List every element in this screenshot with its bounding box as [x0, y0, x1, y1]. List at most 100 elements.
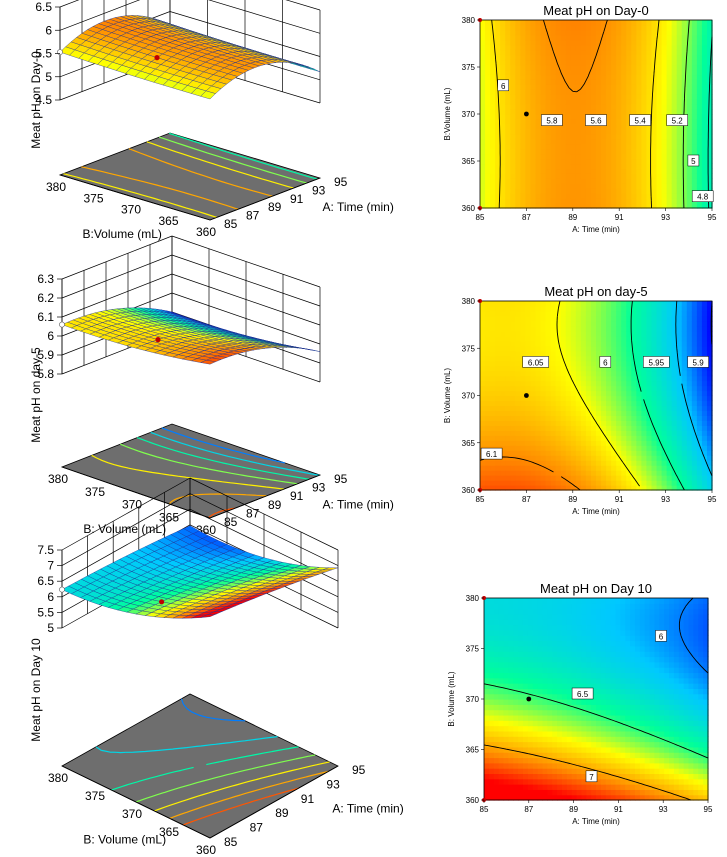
contour-cell	[570, 203, 577, 209]
contour-cell	[515, 445, 521, 451]
contour-cell	[686, 193, 693, 199]
contour-cell	[706, 143, 713, 150]
contour-cell	[540, 320, 547, 327]
contour-cell	[565, 64, 572, 71]
contour-cell	[575, 29, 582, 36]
contour-cell	[701, 301, 708, 307]
contour-cell	[540, 380, 547, 387]
contour-cell	[520, 138, 526, 145]
contour-cell	[651, 163, 658, 170]
contour-cell	[555, 173, 562, 179]
contour-cell	[490, 89, 496, 95]
contour-cell	[560, 133, 567, 140]
contour-cell	[611, 320, 617, 327]
contour-cell	[570, 188, 577, 194]
contour-cell	[636, 69, 642, 76]
contour-cell	[626, 475, 632, 481]
contour-cell	[545, 69, 552, 76]
contour-cell	[641, 84, 648, 90]
contour-cell	[691, 123, 698, 130]
contour-cell	[661, 69, 668, 76]
contour-cell	[500, 390, 506, 397]
contour-cell	[485, 79, 491, 85]
contour-cell	[686, 470, 693, 476]
contour-cell	[691, 20, 698, 26]
contour-cell	[596, 168, 602, 174]
contour-cell	[565, 405, 572, 412]
contour-cell	[596, 360, 602, 367]
contour-cell	[686, 104, 693, 110]
contour-cell	[681, 163, 688, 170]
x-tick-label: 91	[301, 792, 315, 806]
contour-cell	[666, 475, 673, 481]
contour-cell	[631, 89, 637, 95]
contour-cell	[706, 330, 713, 337]
contour-cell	[621, 114, 627, 120]
contour-cell	[505, 375, 511, 382]
contour-cell	[646, 39, 653, 46]
contour-cell	[646, 34, 653, 41]
contour-cell	[550, 163, 557, 170]
contour-cell	[590, 355, 597, 362]
contour-cell	[621, 320, 627, 327]
contour-cell	[641, 470, 648, 476]
floor-contour-line	[208, 507, 235, 518]
contour-cell	[651, 475, 658, 481]
contour-cell	[560, 49, 567, 56]
contour-cell	[503, 661, 509, 668]
contour-cell	[671, 79, 678, 85]
contour-cell	[520, 345, 526, 352]
contour-cell	[485, 301, 491, 307]
contour-cell	[666, 395, 673, 402]
contour-cell	[681, 301, 688, 307]
contour-cell	[570, 440, 577, 446]
contour-cell	[696, 455, 703, 461]
contour-cell	[540, 143, 547, 150]
contour-cell	[540, 370, 547, 377]
contour-cell	[686, 325, 693, 332]
contour-cell	[485, 365, 491, 372]
contour-cell	[641, 420, 648, 426]
contour-cell	[701, 133, 708, 140]
contour-cell	[671, 425, 678, 431]
contour-cell	[484, 656, 490, 663]
contour-cell	[676, 425, 683, 431]
contour-cell	[530, 74, 537, 80]
contour-cell	[540, 430, 547, 436]
contour-cell	[661, 400, 668, 407]
contour-cell	[641, 425, 648, 431]
contour-cell	[706, 345, 713, 352]
contour-cell	[601, 133, 607, 140]
contour-cell	[505, 158, 511, 165]
contour-cell	[485, 99, 491, 105]
contour-cell	[505, 325, 511, 332]
contour-cell	[601, 153, 607, 160]
contour-cell	[686, 435, 693, 441]
floor-contour-line	[154, 761, 330, 812]
contour-cell	[686, 375, 693, 382]
contour-cell	[681, 385, 688, 392]
contour-cell	[580, 415, 587, 421]
contour-cell	[686, 118, 693, 125]
contour-cell	[611, 44, 617, 51]
contour-cell	[681, 310, 688, 317]
contour-cell	[535, 365, 542, 372]
contour-cell	[631, 350, 637, 357]
contour-cell	[646, 24, 653, 31]
contour-cell	[646, 178, 653, 184]
contour-cell	[601, 400, 607, 407]
contour-cell	[505, 330, 511, 337]
contour-cell	[575, 350, 582, 357]
contour-cell	[490, 430, 496, 436]
contour-cell	[503, 725, 509, 732]
contour-cell	[611, 480, 617, 486]
contour-cell	[550, 360, 557, 367]
contour-cell	[500, 24, 506, 31]
contour-cell	[484, 768, 490, 775]
contour-cell	[540, 84, 547, 90]
contour-cell	[505, 104, 511, 110]
contour-cell	[616, 143, 622, 150]
contour-cell	[490, 158, 496, 165]
contour-cell	[701, 143, 708, 150]
contour-cell	[651, 390, 658, 397]
